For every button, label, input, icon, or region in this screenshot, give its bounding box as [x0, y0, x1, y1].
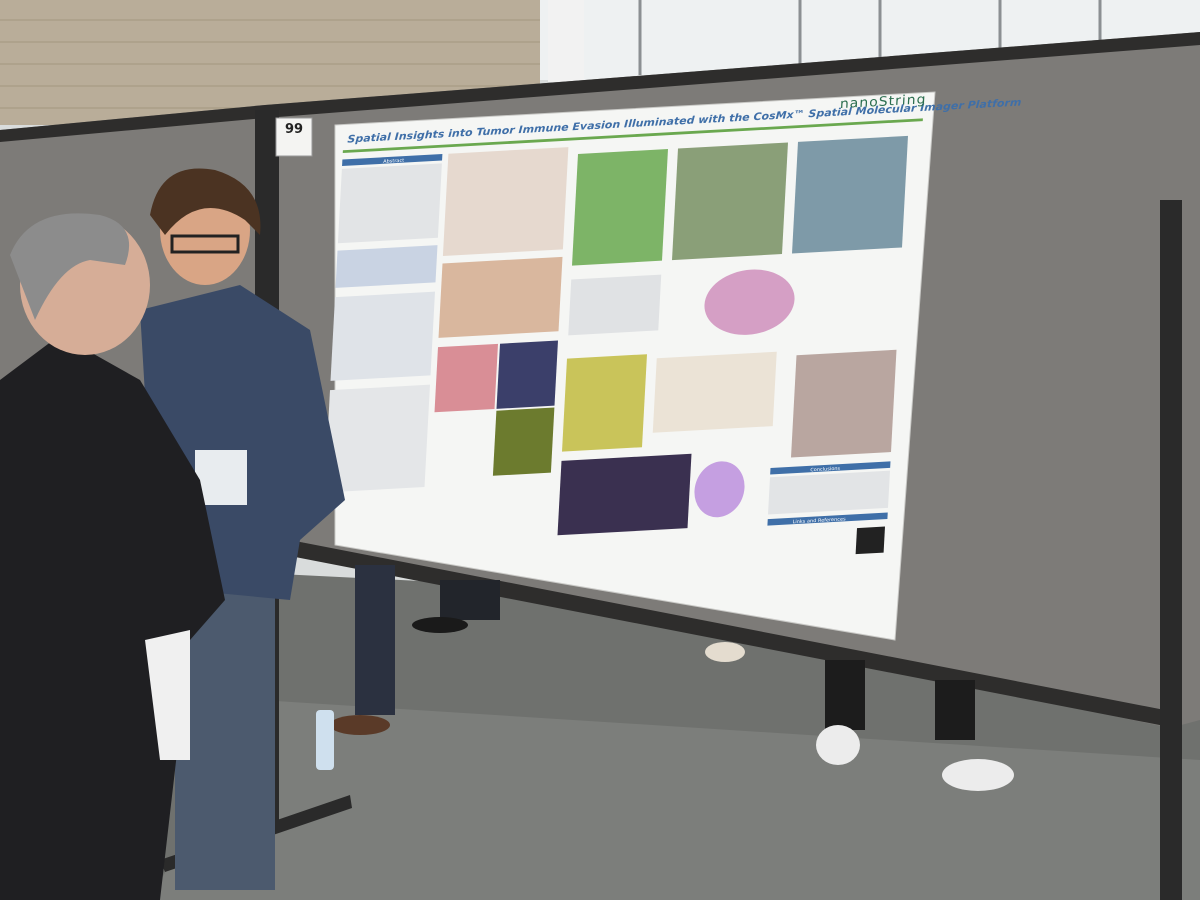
- section-header: [342, 154, 443, 167]
- board-post: [1160, 200, 1182, 900]
- bar-figure: [652, 351, 777, 433]
- water-bottle: [316, 710, 334, 770]
- board-frame-top: [0, 32, 1200, 142]
- figure-block: [434, 343, 498, 413]
- figure-block: [330, 291, 435, 381]
- umap-plot: [704, 269, 795, 335]
- tissue-image: [671, 142, 788, 261]
- section-label: Abstract: [383, 158, 404, 165]
- table-block: [335, 245, 438, 288]
- board-number: 99: [285, 122, 303, 137]
- figure-block: [492, 407, 555, 476]
- pillar: [548, 0, 584, 82]
- figure-block: [324, 384, 430, 493]
- name-badge: [195, 450, 247, 505]
- figure-block: [568, 274, 662, 336]
- poster-logo: nanoString: [839, 92, 926, 112]
- section-header: [767, 512, 888, 526]
- qr-code: [855, 526, 885, 555]
- title-rule: [342, 118, 923, 154]
- text-block: [337, 163, 442, 244]
- figure-block: [496, 340, 558, 409]
- figure-block: [438, 256, 563, 338]
- floor-light: [150, 700, 1200, 900]
- figure-block: [442, 147, 569, 257]
- tissue-image: [557, 453, 692, 536]
- handout: [145, 630, 190, 760]
- section-header: [770, 461, 891, 475]
- section-label: Conclusions: [810, 466, 841, 473]
- text-block: [767, 470, 890, 515]
- tissue-image: [561, 354, 647, 452]
- person-background-legs: [330, 565, 1014, 791]
- person-visitor: [0, 213, 225, 900]
- board-number-card: [275, 117, 313, 157]
- tissue-image: [791, 135, 908, 254]
- tissue-image: [790, 349, 897, 458]
- section-label: Links and References: [792, 517, 846, 526]
- window-frames: [638, 0, 1102, 75]
- tissue-image: [571, 149, 668, 266]
- umap-plot: [694, 461, 745, 518]
